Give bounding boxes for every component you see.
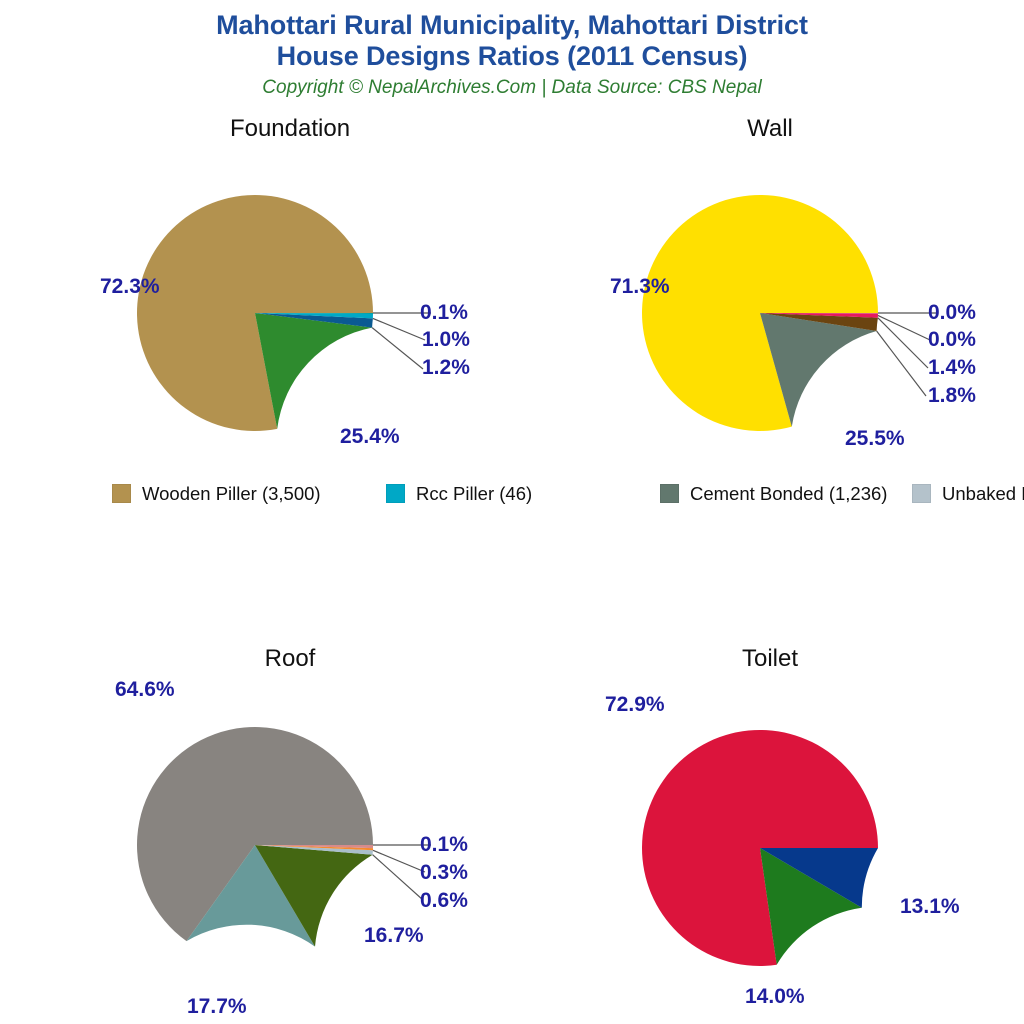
legend-swatch-icon	[386, 484, 405, 504]
page-title-line-1: Mahottari Rural Municipality, Mahottari …	[216, 10, 808, 40]
pie-panel-roof: Roof 64.6% 17.7% 16.7% 0.1% 0.3% 0.6%	[60, 645, 520, 1024]
pie-label-wall-3: 1.8%	[928, 384, 976, 407]
legend-item[interactable]: Rcc Piller (46)	[386, 482, 660, 505]
pie-label-toilet-1: 72.9%	[605, 693, 665, 716]
pie-label-roof-1: 64.6%	[115, 678, 175, 701]
pie-chart-foundation	[137, 195, 431, 432]
pie-chart-toilet	[642, 729, 878, 966]
copyright-subtitle: Copyright © NepalArchives.Com | Data Sou…	[262, 77, 762, 98]
legend: Wooden Piller (3,500) Rcc Piller (46) Ce…	[112, 482, 1024, 505]
pie-label-wall-1: 71.3%	[610, 275, 670, 298]
pie-panel-wall: Wall 71.3% 25.5% 0.0% 0.0% 1.4% 1.8%	[570, 115, 1024, 465]
pie-label-toilet-2: 14.0%	[745, 985, 805, 1008]
page-title-line-2: House Designs Ratios (2011 Census)	[276, 41, 748, 71]
pie-label-foundation-1: 72.3%	[100, 275, 160, 298]
legend-item-label: Unbaked Brick (2)	[942, 483, 1024, 505]
panel-title-toilet: Toilet	[741, 645, 799, 672]
legend-swatch-icon	[112, 484, 131, 504]
pie-label-wall-4: 1.4%	[928, 356, 976, 379]
pie-label-wall-2: 25.5%	[845, 427, 905, 450]
legend-item[interactable]: Unbaked Brick (2)	[912, 482, 1024, 505]
pie-chart-roof	[136, 727, 431, 947]
pie-label-wall-6: 0.0%	[928, 328, 976, 351]
panel-title-wall: Wall	[747, 115, 793, 142]
legend-item-label: Wooden Piller (3,500)	[142, 483, 321, 505]
pie-label-foundation-2: 25.4%	[340, 425, 400, 448]
pie-label-roof-5: 0.3%	[420, 861, 468, 884]
legend-item-label: Rcc Piller (46)	[416, 483, 533, 505]
panel-title-foundation: Foundation	[229, 115, 351, 142]
pie-label-foundation-5: 0.1%	[420, 301, 468, 324]
chart-header: Mahottari Rural Municipality, Mahottari …	[0, 10, 1024, 100]
legend-swatch-icon	[912, 484, 931, 504]
pie-label-foundation-3: 1.2%	[422, 356, 470, 379]
pie-label-roof-4: 0.6%	[420, 889, 468, 912]
pie-label-foundation-4: 1.0%	[422, 328, 470, 351]
pie-label-wall-5: 0.0%	[928, 301, 976, 324]
legend-item-label: Cement Bonded (1,236)	[690, 483, 888, 505]
pie-label-roof-2: 17.7%	[187, 995, 247, 1018]
pie-label-roof-3: 16.7%	[364, 924, 424, 947]
pie-panel-toilet: Toilet 72.9% 14.0% 13.1%	[570, 645, 1024, 1024]
pie-label-toilet-3: 13.1%	[900, 895, 960, 918]
pie-label-roof-6: 0.1%	[420, 833, 468, 856]
legend-item[interactable]: Cement Bonded (1,236)	[660, 482, 912, 505]
pie-panel-foundation: Foundation 72.3% 25.4% 0.1% 1.0% 1.2%	[60, 115, 520, 465]
panel-title-roof: Roof	[264, 645, 316, 672]
legend-item[interactable]: Wooden Piller (3,500)	[112, 482, 386, 505]
pie-chart-wall	[642, 194, 936, 431]
legend-swatch-icon	[660, 484, 679, 504]
